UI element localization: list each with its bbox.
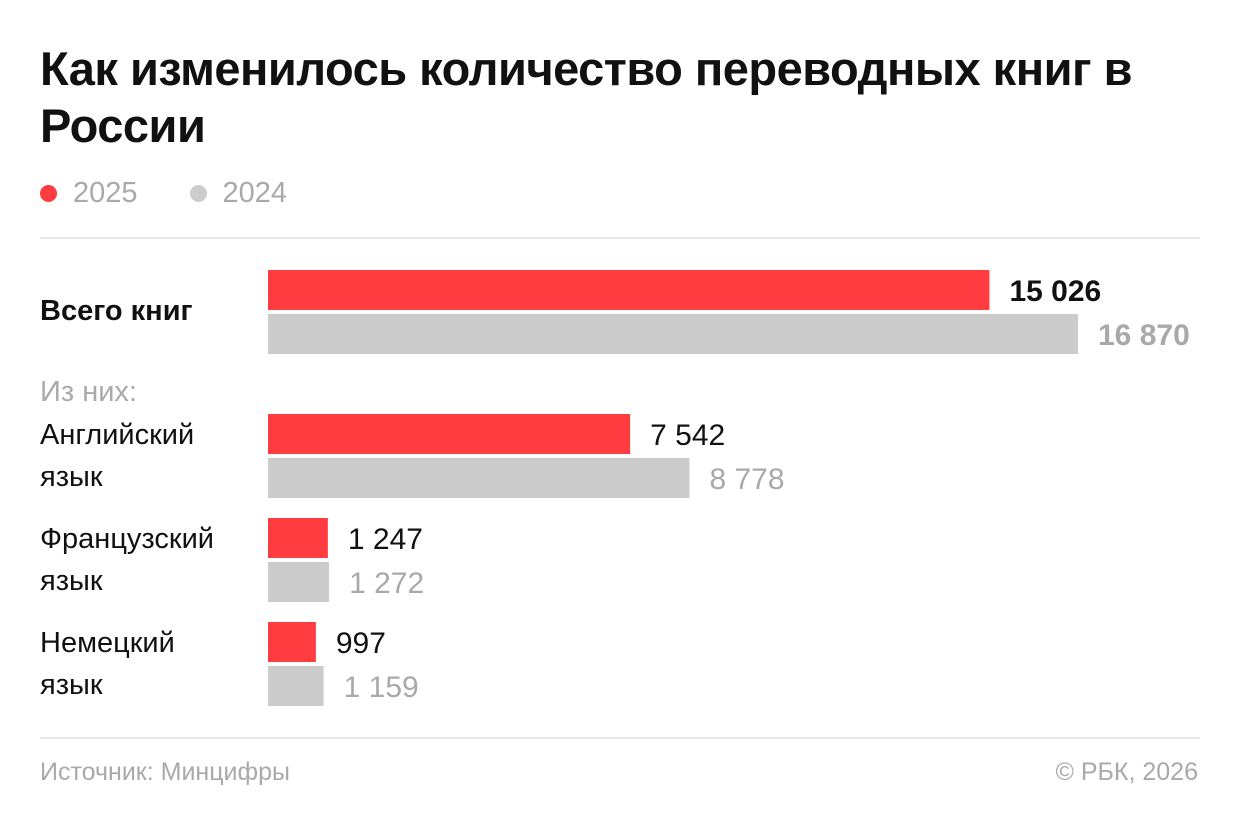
category-label-french: Французский язык — [40, 518, 260, 602]
legend-item-2025: 2025 — [40, 177, 138, 210]
value-label-french-2024: 1 272 — [349, 567, 424, 600]
legend-dot-2025 — [40, 184, 57, 202]
legend-label-2025: 2025 — [73, 176, 138, 209]
category-label-line: Французский — [40, 523, 214, 555]
category-label-english: Английский язык — [40, 414, 260, 498]
copyright-note: © РБК, 2026 — [1055, 758, 1198, 786]
bar-german-2024 — [268, 666, 324, 706]
legend-dot-2024 — [189, 184, 207, 202]
value-label-german-2025: 997 — [336, 627, 386, 660]
value-label-total-2025: 15 026 — [1009, 275, 1101, 308]
subheading-of-them: Из них: — [40, 376, 137, 408]
legend-item-2024: 2024 — [189, 176, 288, 210]
value-label-total-2024: 16 870 — [1098, 319, 1190, 352]
category-label-german: Немецкий язык — [40, 622, 260, 706]
source-note: Источник: Минцифры — [40, 758, 290, 786]
bar-english-2024 — [268, 458, 690, 498]
category-label-line: язык — [40, 669, 103, 701]
bar-total-2024 — [268, 314, 1078, 354]
legend-label-2024: 2024 — [222, 176, 288, 209]
category-label-line: язык — [40, 565, 103, 597]
bar-french-2025 — [268, 518, 328, 558]
category-label-line: Всего книг — [40, 295, 193, 327]
value-label-french-2025: 1 247 — [348, 523, 423, 556]
value-label-german-2024: 1 159 — [344, 671, 419, 704]
bar-english-2025 — [268, 414, 631, 454]
value-label-english-2024: 8 778 — [709, 463, 784, 496]
legend: 2025 2024 — [40, 175, 339, 211]
top-divider — [40, 237, 1200, 239]
category-label-line: Английский — [40, 419, 195, 451]
category-label-line: язык — [40, 461, 103, 493]
bar-german-2025 — [268, 622, 316, 662]
bar-french-2024 — [268, 562, 330, 602]
value-label-english-2025: 7 542 — [650, 419, 725, 452]
bar-total-2025 — [268, 270, 990, 310]
chart-title: Как изменилось количество переводных кни… — [40, 42, 1133, 152]
category-label-line: Немецкий — [40, 627, 175, 659]
bottom-divider — [40, 737, 1200, 739]
category-label-total: Всего книг — [40, 290, 260, 332]
